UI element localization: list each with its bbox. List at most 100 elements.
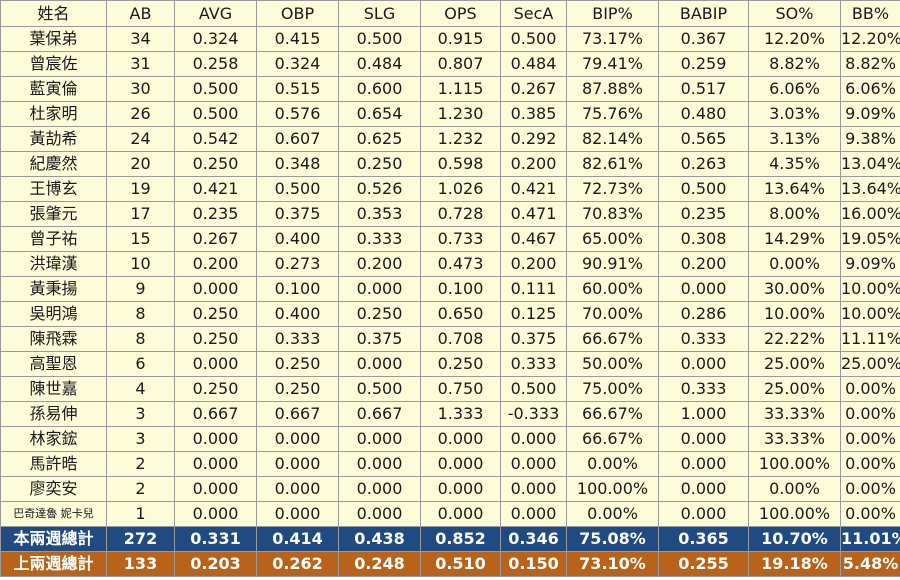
header-ab: AB — [106, 0, 175, 27]
total-cell: 0.510 — [420, 551, 501, 577]
ab-cell: 10 — [106, 251, 175, 277]
player-row: 林家鋐 3 0.000 0.000 0.000 0.000 0.000 66.67% 0.000… — [0, 426, 900, 452]
player-name: 馬許晧 — [0, 451, 107, 477]
ab-cell: 19 — [106, 176, 175, 202]
obp-cell: 0.375 — [256, 201, 339, 227]
babip-cell: 0.308 — [658, 226, 749, 252]
total-cell: 0.255 — [658, 551, 749, 577]
seca-cell: 0.385 — [500, 101, 567, 127]
header-slg: SLG — [338, 0, 421, 27]
bip-cell: 60.00% — [566, 276, 659, 302]
ops-cell: 0.807 — [420, 51, 501, 77]
avg-cell: 0.258 — [174, 51, 257, 77]
player-row: 黃秉揚 9 0.000 0.100 0.000 0.100 0.111 60.00% 0.000… — [0, 276, 900, 302]
header-babip: BABIP — [658, 0, 749, 27]
bip-cell: 87.88% — [566, 76, 659, 102]
ops-cell: 1.333 — [420, 401, 501, 427]
total-cell: 0.346 — [500, 526, 567, 552]
seca-cell: 0.484 — [500, 51, 567, 77]
seca-cell: 0.500 — [500, 26, 567, 52]
so-cell: 6.06% — [748, 76, 841, 102]
bip-cell: 100.00% — [566, 476, 659, 502]
bb-cell: 10.00% — [840, 276, 900, 302]
total-cell: 0.262 — [256, 551, 339, 577]
player-name: 黃劼希 — [0, 126, 107, 152]
seca-cell: 0.200 — [500, 151, 567, 177]
player-name: 杜家明 — [0, 101, 107, 127]
slg-cell: 0.600 — [338, 76, 421, 102]
bb-cell: 0.00% — [840, 376, 900, 402]
player-name: 吳明鴻 — [0, 301, 107, 327]
ops-cell: 1.115 — [420, 76, 501, 102]
babip-cell: 0.367 — [658, 26, 749, 52]
player-row: 馬許晧 2 0.000 0.000 0.000 0.000 0.000 0.00% 0.000 1… — [0, 451, 900, 477]
slg-cell: 0.500 — [338, 376, 421, 402]
ops-cell: 0.650 — [420, 301, 501, 327]
player-name: 高聖恩 — [0, 351, 107, 377]
ab-cell: 31 — [106, 51, 175, 77]
slg-cell: 0.625 — [338, 126, 421, 152]
so-cell: 14.29% — [748, 226, 841, 252]
so-cell: 4.35% — [748, 151, 841, 177]
babip-cell: 0.000 — [658, 451, 749, 477]
header-bip: BIP% — [566, 0, 659, 27]
bb-cell: 6.06% — [840, 76, 900, 102]
so-cell: 25.00% — [748, 376, 841, 402]
so-cell: 13.64% — [748, 176, 841, 202]
slg-cell: 0.333 — [338, 226, 421, 252]
previous-two-week-total-row: 上兩週總計 133 0.203 0.262 0.248 0.510 0.150 … — [0, 551, 900, 577]
total-cell: 0.150 — [500, 551, 567, 577]
player-row: 紀慶然 20 0.250 0.348 0.250 0.598 0.200 82.61% 0.26… — [0, 151, 900, 177]
so-cell: 8.82% — [748, 51, 841, 77]
babip-cell: 0.333 — [658, 326, 749, 352]
obp-cell: 0.667 — [256, 401, 339, 427]
ab-cell: 3 — [106, 401, 175, 427]
seca-cell: 0.000 — [500, 451, 567, 477]
so-cell: 33.33% — [748, 426, 841, 452]
bip-cell: 0.00% — [566, 501, 659, 527]
bb-cell: 0.00% — [840, 426, 900, 452]
babip-cell: 0.263 — [658, 151, 749, 177]
bip-cell: 73.17% — [566, 26, 659, 52]
obp-cell: 0.273 — [256, 251, 339, 277]
header-ops: OPS — [420, 0, 501, 27]
player-name: 曾宸佐 — [0, 51, 107, 77]
player-name: 張肇元 — [0, 201, 107, 227]
obp-cell: 0.000 — [256, 476, 339, 502]
total-cell: 0.365 — [658, 526, 749, 552]
obp-cell: 0.515 — [256, 76, 339, 102]
seca-cell: -0.333 — [500, 401, 567, 427]
player-row: 吳明鴻 8 0.250 0.400 0.250 0.650 0.125 70.00% 0.286… — [0, 301, 900, 327]
ops-cell: 0.733 — [420, 226, 501, 252]
header-name: 姓名 — [0, 0, 107, 27]
babip-cell: 0.000 — [658, 426, 749, 452]
obp-cell: 0.348 — [256, 151, 339, 177]
bip-cell: 82.14% — [566, 126, 659, 152]
babip-cell: 0.517 — [658, 76, 749, 102]
bip-cell: 70.83% — [566, 201, 659, 227]
babip-cell: 0.333 — [658, 376, 749, 402]
player-row: 陳世嘉 4 0.250 0.250 0.500 0.750 0.500 75.00% 0.333… — [0, 376, 900, 402]
avg-cell: 0.200 — [174, 251, 257, 277]
ops-cell: 0.473 — [420, 251, 501, 277]
seca-cell: 0.267 — [500, 76, 567, 102]
ops-cell: 0.000 — [420, 476, 501, 502]
header-obp: OBP — [256, 0, 339, 27]
babip-cell: 0.286 — [658, 301, 749, 327]
avg-cell: 0.235 — [174, 201, 257, 227]
total-cell: 0.203 — [174, 551, 257, 577]
seca-cell: 0.375 — [500, 326, 567, 352]
seca-cell: 0.000 — [500, 426, 567, 452]
total-cell: 0.852 — [420, 526, 501, 552]
header-row: 姓名 AB AVG OBP SLG OPS SecA BIP% BABIP SO… — [0, 0, 900, 27]
babip-cell: 0.500 — [658, 176, 749, 202]
ab-cell: 30 — [106, 76, 175, 102]
bip-cell: 50.00% — [566, 351, 659, 377]
ab-cell: 24 — [106, 126, 175, 152]
player-name: 王博玄 — [0, 176, 107, 202]
bb-cell: 16.00% — [840, 201, 900, 227]
ab-cell: 2 — [106, 476, 175, 502]
ops-cell: 0.750 — [420, 376, 501, 402]
seca-cell: 0.500 — [500, 376, 567, 402]
